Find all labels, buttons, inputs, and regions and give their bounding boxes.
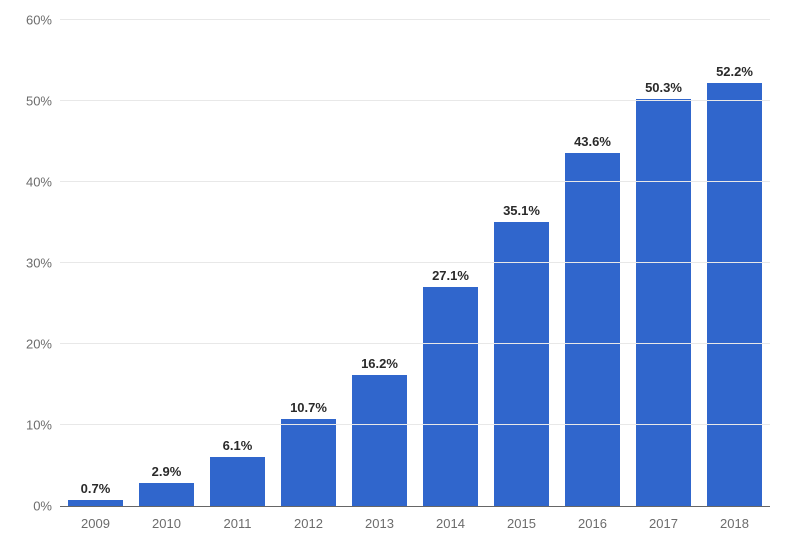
x-tick-label: 2017 <box>649 516 678 531</box>
bar <box>139 483 194 506</box>
plot-area: 0.7%20092.9%20106.1%201110.7%201216.2%20… <box>60 20 770 507</box>
x-tick-label: 2013 <box>365 516 394 531</box>
y-tick-label: 50% <box>26 94 52 109</box>
bar <box>352 375 407 506</box>
gridline <box>60 100 770 101</box>
bar <box>494 222 549 506</box>
x-tick-label: 2012 <box>294 516 323 531</box>
bar-value-label: 10.7% <box>290 400 327 415</box>
x-tick-label: 2010 <box>152 516 181 531</box>
gridline <box>60 424 770 425</box>
bar-value-label: 16.2% <box>361 356 398 371</box>
bar-value-label: 0.7% <box>81 481 111 496</box>
bar-value-label: 6.1% <box>223 438 253 453</box>
bar <box>423 287 478 507</box>
bar <box>565 153 620 506</box>
bar-slot: 0.7%2009 <box>60 20 131 506</box>
x-tick-label: 2011 <box>224 516 252 531</box>
bar-slot: 16.2%2013 <box>344 20 415 506</box>
gridline <box>60 19 770 20</box>
x-tick-label: 2009 <box>81 516 110 531</box>
bar-value-label: 27.1% <box>432 268 469 283</box>
bar-value-label: 50.3% <box>645 80 682 95</box>
bar <box>636 99 691 506</box>
gridline <box>60 181 770 182</box>
bar-value-label: 43.6% <box>574 134 611 149</box>
bar-slot: 35.1%2015 <box>486 20 557 506</box>
y-tick-label: 0% <box>33 499 52 514</box>
bars-row: 0.7%20092.9%20106.1%201110.7%201216.2%20… <box>60 20 770 506</box>
bar-slot: 50.3%2017 <box>628 20 699 506</box>
bar-value-label: 52.2% <box>716 64 753 79</box>
x-tick-label: 2014 <box>436 516 465 531</box>
bar-slot: 52.2%2018 <box>699 20 770 506</box>
bar-slot: 2.9%2010 <box>131 20 202 506</box>
x-tick-label: 2016 <box>578 516 607 531</box>
y-tick-label: 10% <box>26 418 52 433</box>
bar-value-label: 2.9% <box>152 464 182 479</box>
bar-slot: 27.1%2014 <box>415 20 486 506</box>
bar <box>707 83 762 506</box>
y-tick-label: 20% <box>26 337 52 352</box>
x-tick-label: 2015 <box>507 516 536 531</box>
bar-value-label: 35.1% <box>503 203 540 218</box>
bar-slot: 10.7%2012 <box>273 20 344 506</box>
y-tick-label: 60% <box>26 13 52 28</box>
bar-chart: 0.7%20092.9%20106.1%201110.7%201216.2%20… <box>0 0 800 557</box>
gridline <box>60 343 770 344</box>
gridline <box>60 262 770 263</box>
bar <box>281 419 336 506</box>
bar-slot: 43.6%2016 <box>557 20 628 506</box>
y-tick-label: 30% <box>26 256 52 271</box>
y-tick-label: 40% <box>26 175 52 190</box>
bar <box>68 500 123 506</box>
bar-slot: 6.1%2011 <box>202 20 273 506</box>
x-tick-label: 2018 <box>720 516 749 531</box>
bar <box>210 457 265 506</box>
